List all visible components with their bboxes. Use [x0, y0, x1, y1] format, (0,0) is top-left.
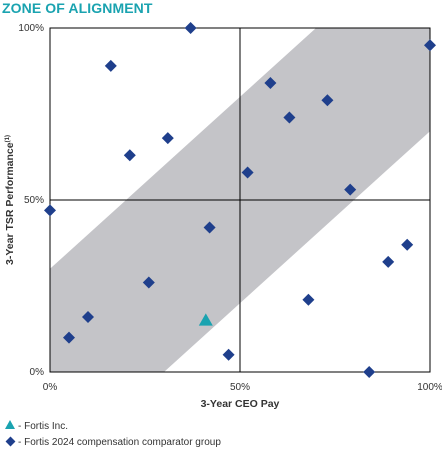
legend-item-company: - Fortis Inc. — [4, 420, 68, 432]
triangle-marker-icon — [4, 420, 16, 432]
comparator-point — [44, 204, 56, 217]
comparator-point — [264, 77, 277, 90]
comparator-point — [161, 132, 174, 145]
comparator-point — [142, 276, 155, 289]
y-axis-label: 3-Year TSR Performance(1) — [4, 135, 16, 265]
comparator-point — [104, 59, 117, 72]
legend-label-company: - Fortis Inc. — [18, 420, 69, 432]
comparator-point — [382, 255, 395, 268]
comparator-point — [424, 39, 436, 52]
y-tick-label: 50% — [24, 195, 44, 206]
comparator-point — [302, 293, 315, 306]
comparator-point — [241, 166, 254, 179]
x-tick-label: 100% — [417, 382, 442, 393]
comparator-point — [82, 310, 94, 323]
x-tick-label: 0% — [43, 382, 58, 393]
y-axis-label-footnote: (1) — [5, 135, 11, 142]
diamond-marker-icon — [4, 436, 16, 448]
legend-label-peers: - Fortis 2024 compensation comparator gr… — [18, 437, 221, 448]
comparator-point — [203, 221, 216, 234]
legend-item-peers: - Fortis 2024 compensation comparator gr… — [4, 436, 221, 448]
comparator-point — [123, 149, 136, 162]
comparator-point — [344, 183, 357, 196]
x-axis-label: 3-Year CEO Pay — [201, 398, 280, 410]
comparator-point — [363, 366, 376, 378]
x-tick-label: 50% — [230, 382, 250, 393]
chart-title: ZONE OF ALIGNMENT — [2, 0, 153, 16]
fortis-point — [198, 313, 213, 326]
comparator-point — [63, 331, 75, 344]
y-tick-label: 100% — [18, 23, 44, 34]
comparator-point — [283, 111, 296, 124]
y-tick-label: 0% — [30, 367, 45, 378]
comparator-point — [222, 348, 235, 361]
comparator-point — [321, 94, 334, 107]
comparator-point — [401, 238, 414, 251]
comparator-point — [184, 22, 197, 34]
